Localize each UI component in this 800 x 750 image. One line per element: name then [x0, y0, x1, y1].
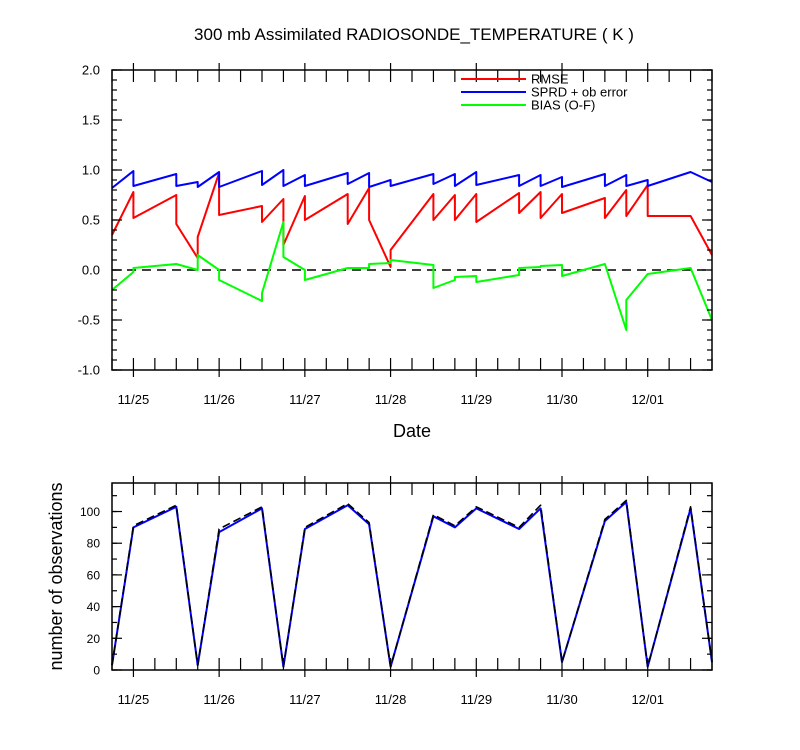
y-tick-label: 0.0	[82, 263, 100, 278]
x-tick-label: 11/30	[546, 392, 578, 407]
x-tick-label: 12/01	[631, 392, 664, 407]
legend-label: BIAS (O-F)	[531, 98, 595, 113]
y-tick-label: 100	[80, 505, 100, 519]
plot-frame	[111, 69, 713, 371]
y-tick-label: 2.0	[82, 63, 100, 78]
x-tick-label: 11/25	[118, 392, 150, 407]
y-tick-label: 20	[87, 632, 101, 646]
x-tick-label: 11/26	[203, 392, 235, 407]
x-tick-label: 11/30	[546, 692, 578, 707]
legend-label: RMSE	[531, 72, 569, 87]
x-tick-label: 11/28	[375, 392, 407, 407]
x-tick-label: 11/29	[460, 692, 492, 707]
x-axis-label: Date	[393, 421, 431, 441]
bottom-chart: 0 20 40 60 80 100 11/25 11/26 11/27 11/28 11/29 11/…	[46, 476, 713, 707]
x-tick-label: 11/27	[289, 392, 321, 407]
x-tick-label: 12/01	[631, 692, 664, 707]
series-line-sprd-ob-error	[111, 169, 713, 189]
x-tick-label: 11/25	[118, 692, 150, 707]
y-tick-label: 40	[87, 600, 101, 614]
y-tick-label: 1.5	[82, 113, 100, 128]
y-tick-label: 1.0	[82, 163, 100, 178]
y-tick-label: -1.0	[78, 363, 100, 378]
x-tick-label: 11/26	[203, 692, 235, 707]
y-tick-label: 60	[87, 568, 101, 582]
chart-title: 300 mb Assimilated RADIOSONDE_TEMPERATUR…	[194, 25, 634, 44]
x-tick-label: 11/29	[460, 392, 492, 407]
y-tick-label: 0	[93, 664, 100, 678]
x-tick-label: 11/27	[289, 692, 321, 707]
series-line-bias-o-f	[111, 221, 713, 331]
x-tick-label: 11/28	[375, 692, 407, 707]
series-line-observations-possible	[111, 499, 713, 668]
series-line-rmse	[111, 172, 713, 268]
y-axis-label: number of observations	[46, 482, 66, 670]
y-tick-label: 0.5	[82, 213, 100, 228]
legend-label: SPRD + ob error	[531, 85, 628, 100]
y-tick-label: 80	[87, 537, 101, 551]
top-chart: 300 mb Assimilated RADIOSONDE_TEMPERATUR…	[78, 25, 713, 441]
y-tick-label: -0.5	[78, 313, 100, 328]
